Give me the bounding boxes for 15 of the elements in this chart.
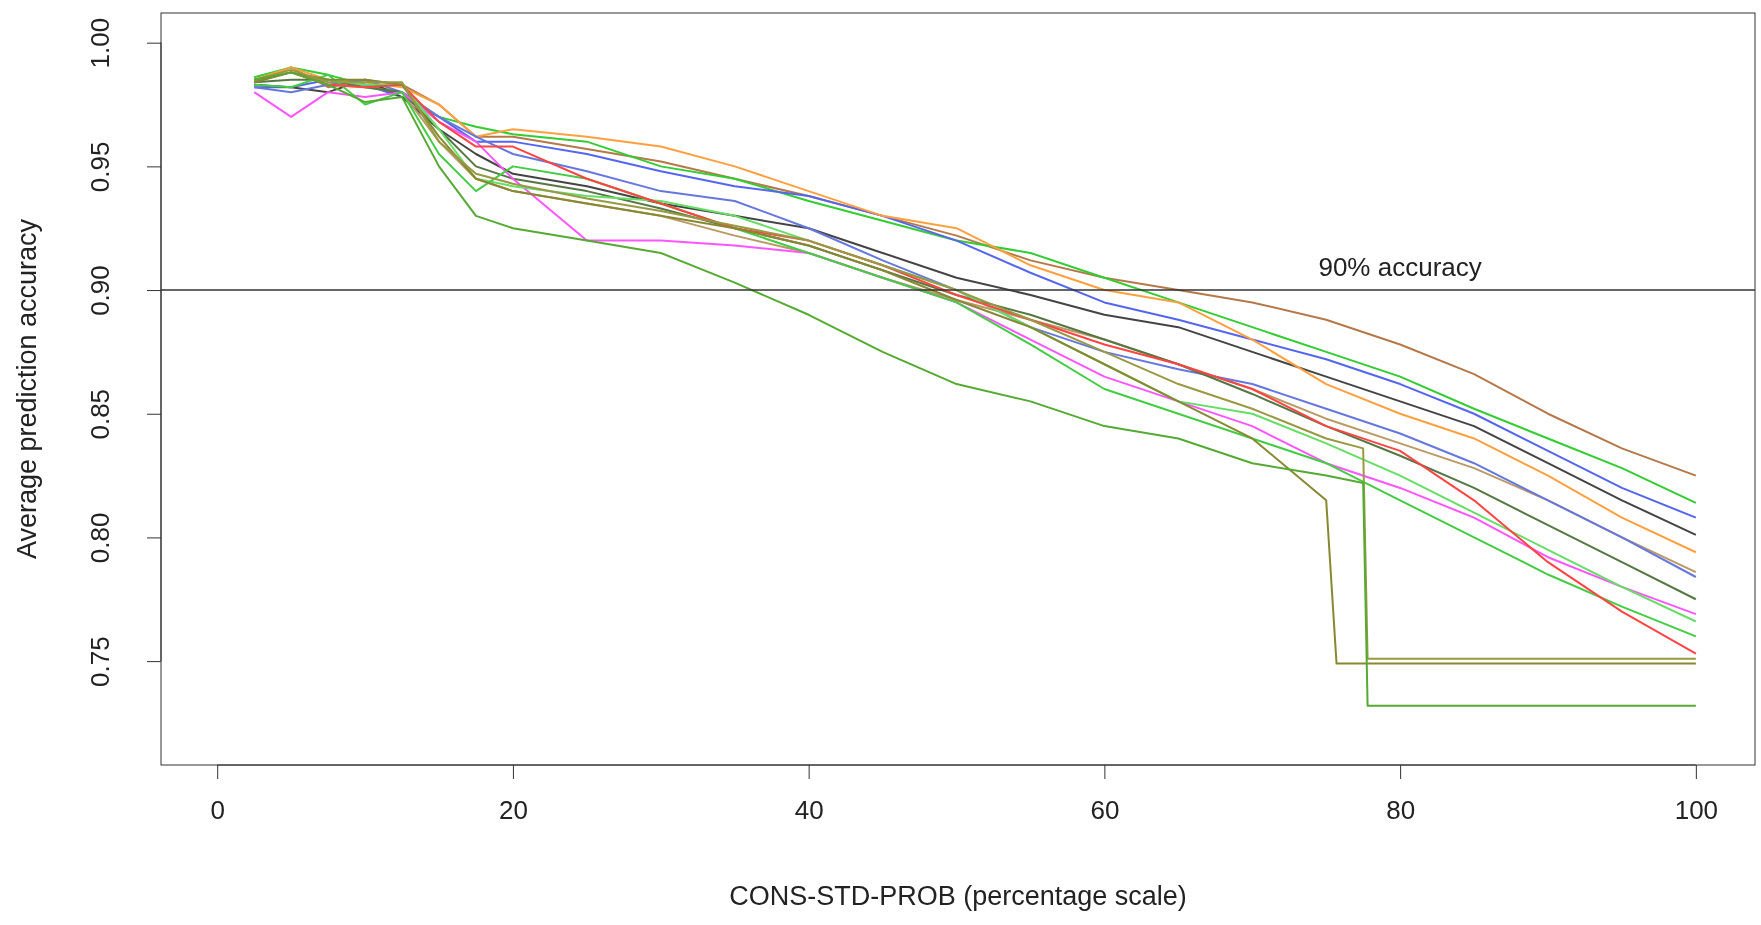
x-tick-label: 20 (498, 795, 528, 826)
y-tick-label: 0.95 (85, 141, 115, 193)
x-tick-label: 80 (1386, 795, 1416, 826)
y-tick-label: 0.90 (85, 265, 115, 316)
y-tick-label: 0.75 (85, 636, 115, 687)
y-tick-label: 0.80 (85, 512, 115, 564)
x-tick-label: 100 (1674, 795, 1719, 826)
x-tick-label: 60 (1090, 795, 1120, 826)
x-axis-title: CONS-STD-PROB (percentage scale) (729, 881, 1187, 911)
ref-line-label: 90% accuracy (1318, 252, 1482, 283)
x-tick-label: 0 (210, 795, 225, 826)
y-tick-label: 0.85 (85, 388, 115, 440)
y-axis-title: Average prediction accuracy (12, 218, 42, 560)
x-tick-label: 40 (794, 795, 824, 826)
y-tick-label: 1.00 (85, 17, 115, 69)
